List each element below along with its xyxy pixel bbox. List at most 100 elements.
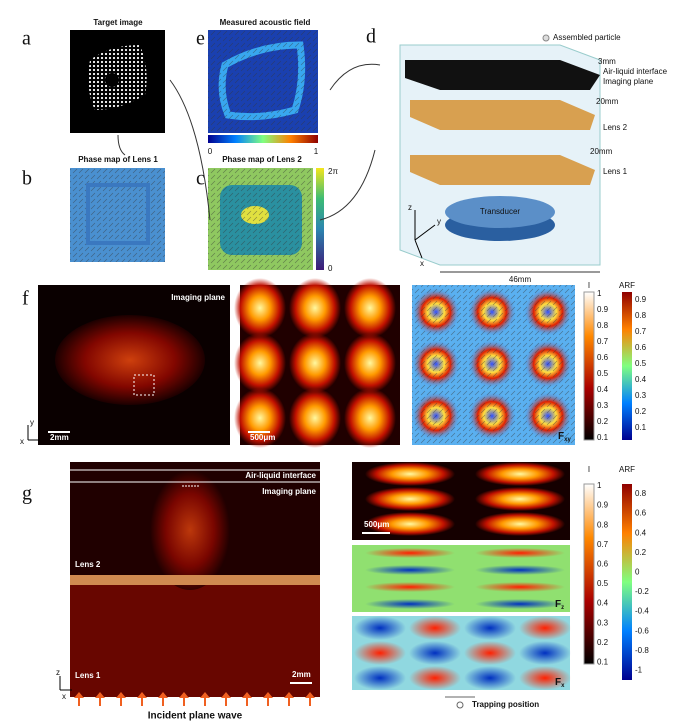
patch (354, 666, 406, 690)
stripe (475, 599, 565, 609)
blob (234, 333, 286, 393)
patch (409, 641, 461, 665)
stripes (365, 548, 565, 609)
legend-label: Trapping position (472, 700, 539, 709)
colorbar-label: 0.5 (635, 359, 647, 368)
colorbar-label: 0.8 (635, 311, 647, 320)
panel-label: f (22, 288, 29, 310)
zoom-box (133, 374, 155, 396)
transducer-label: Transducer (480, 207, 521, 216)
axis-label: x (420, 259, 424, 268)
colorbar-label: 0.1 (597, 433, 609, 442)
axis-label: y (30, 418, 34, 427)
colorbar-label: 0.4 (635, 375, 647, 384)
colorbar-label: 0.2 (597, 638, 609, 647)
blob (234, 388, 286, 448)
colorbar-label: 1 (597, 289, 602, 298)
blob (344, 388, 396, 448)
panel-label: c (196, 168, 205, 190)
blob (289, 278, 341, 338)
force-label: Fz (555, 599, 564, 611)
force-subscript: x (561, 683, 565, 689)
lower-field (70, 585, 320, 697)
scale-label: 500μm (364, 520, 389, 529)
focus-glow (150, 470, 230, 590)
colorbar-label: 0.4 (597, 385, 609, 394)
axis-label: x (62, 692, 66, 701)
patch (519, 666, 571, 690)
interface-layer (405, 60, 600, 90)
force-subscript: z (561, 605, 564, 611)
colorbar-label: 0.3 (597, 401, 609, 410)
wave-arrow (158, 692, 168, 706)
patch (464, 641, 516, 665)
colorbar-label: -0.2 (635, 587, 649, 596)
legend-marker (456, 701, 464, 709)
colorbar-label: 0.4 (597, 599, 609, 608)
blob (234, 278, 286, 338)
colorbar-label: 1 (314, 147, 319, 156)
colorbar-ticks: 1 0.9 0.8 0.7 0.6 0.5 0.4 0.3 0.2 0.1 (597, 289, 609, 442)
blob-grid (234, 278, 396, 448)
colorbar-label: 0.7 (597, 337, 609, 346)
colorbar-label: 0.4 (635, 528, 647, 537)
colorbar-label: 0.3 (597, 618, 609, 627)
lens1 (410, 155, 595, 185)
colorbar-label: 0.6 (597, 353, 609, 362)
panel-label: b (22, 168, 32, 190)
wave-arrow (74, 692, 84, 706)
colorbar-ticks: 0.8 0.6 0.4 0.2 0 -0.2 -0.4 -0.6 -0.8 -1 (635, 489, 649, 674)
colorbar-label: 0.6 (635, 343, 647, 352)
field-texture (208, 30, 318, 133)
colorbar-label: 0.8 (597, 321, 609, 330)
patch (464, 616, 516, 640)
phase-shape (86, 183, 150, 245)
colorbar-label: 0 (328, 264, 333, 273)
target-hole (105, 73, 119, 87)
colorbar-label: -0.4 (635, 607, 649, 616)
colorbar-ticks: 1 0.9 0.8 0.7 0.6 0.5 0.4 0.3 0.2 0.1 (597, 481, 609, 666)
axes (414, 210, 436, 259)
colorbar-label: 0.1 (597, 658, 609, 667)
colorbar-label: 0.2 (635, 407, 647, 416)
colorbar-label: 0.6 (597, 560, 609, 569)
phase-texture (208, 168, 313, 270)
plane-label: Imaging plane (171, 293, 225, 302)
gap-label: 20mm (590, 147, 613, 156)
panel-label: g (22, 483, 32, 505)
scale-label: 2mm (50, 433, 69, 442)
colorbar (583, 483, 595, 665)
panel-label: e (196, 28, 205, 50)
transducer-top (445, 196, 555, 228)
wave-arrow (179, 692, 189, 706)
patch (409, 666, 461, 690)
force-symbol: F (555, 677, 561, 688)
panel-label: d (366, 26, 376, 48)
force-label: Fxy (558, 431, 571, 443)
stripe (365, 599, 455, 609)
stripe (365, 582, 455, 592)
patch (354, 616, 406, 640)
force-subscript: xy (564, 437, 571, 443)
colorbar-label: 0.7 (635, 327, 647, 336)
axis-label: z (408, 203, 412, 212)
colorbar-label: -0.8 (635, 646, 649, 655)
force-texture (412, 285, 575, 445)
colorbar-label: 0.8 (597, 520, 609, 529)
scale-label: 2mm (292, 670, 311, 679)
force-symbol: F (555, 599, 561, 610)
wave-arrows (74, 692, 315, 706)
panel-title: Phase map of Lens 1 (78, 155, 158, 164)
colorbar-label: 1 (597, 481, 602, 490)
colorbar (622, 484, 632, 680)
stripe (475, 565, 565, 575)
wave-arrow (200, 692, 210, 706)
panel-label: a (22, 28, 31, 50)
legend-marker (542, 34, 550, 42)
wave-label: Incident plane wave (148, 711, 243, 722)
layer-label: Lens 1 (603, 167, 628, 176)
blob (475, 487, 565, 511)
colorbar-label: 0.6 (635, 509, 647, 518)
stripe (475, 582, 565, 592)
